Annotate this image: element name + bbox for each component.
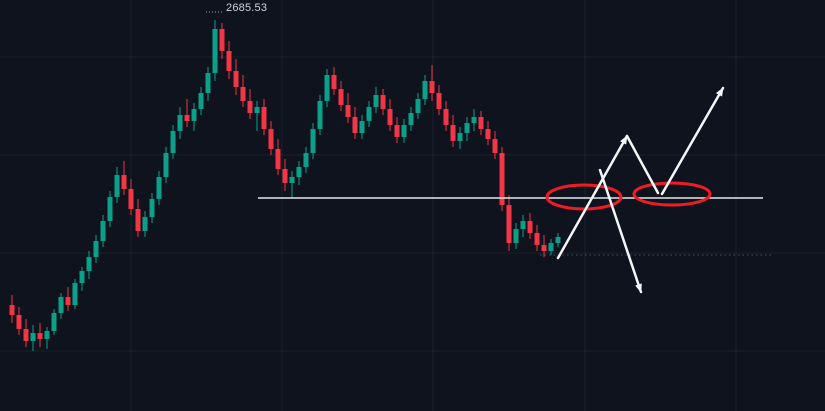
- candles-layer: [9, 20, 561, 351]
- trend-arrow[interactable]: [660, 86, 725, 196]
- highlight-ellipse[interactable]: [632, 181, 712, 207]
- trend-arrow[interactable]: [556, 134, 629, 260]
- highlight-ellipse[interactable]: [545, 183, 623, 211]
- high-price-value: 2685.53: [226, 2, 268, 14]
- drawing-annotations-layer[interactable]: [545, 86, 725, 294]
- trend-arrow[interactable]: [598, 168, 643, 294]
- trend-arrow[interactable]: [625, 134, 660, 195]
- high-price-label: 2685.53: [226, 2, 267, 14]
